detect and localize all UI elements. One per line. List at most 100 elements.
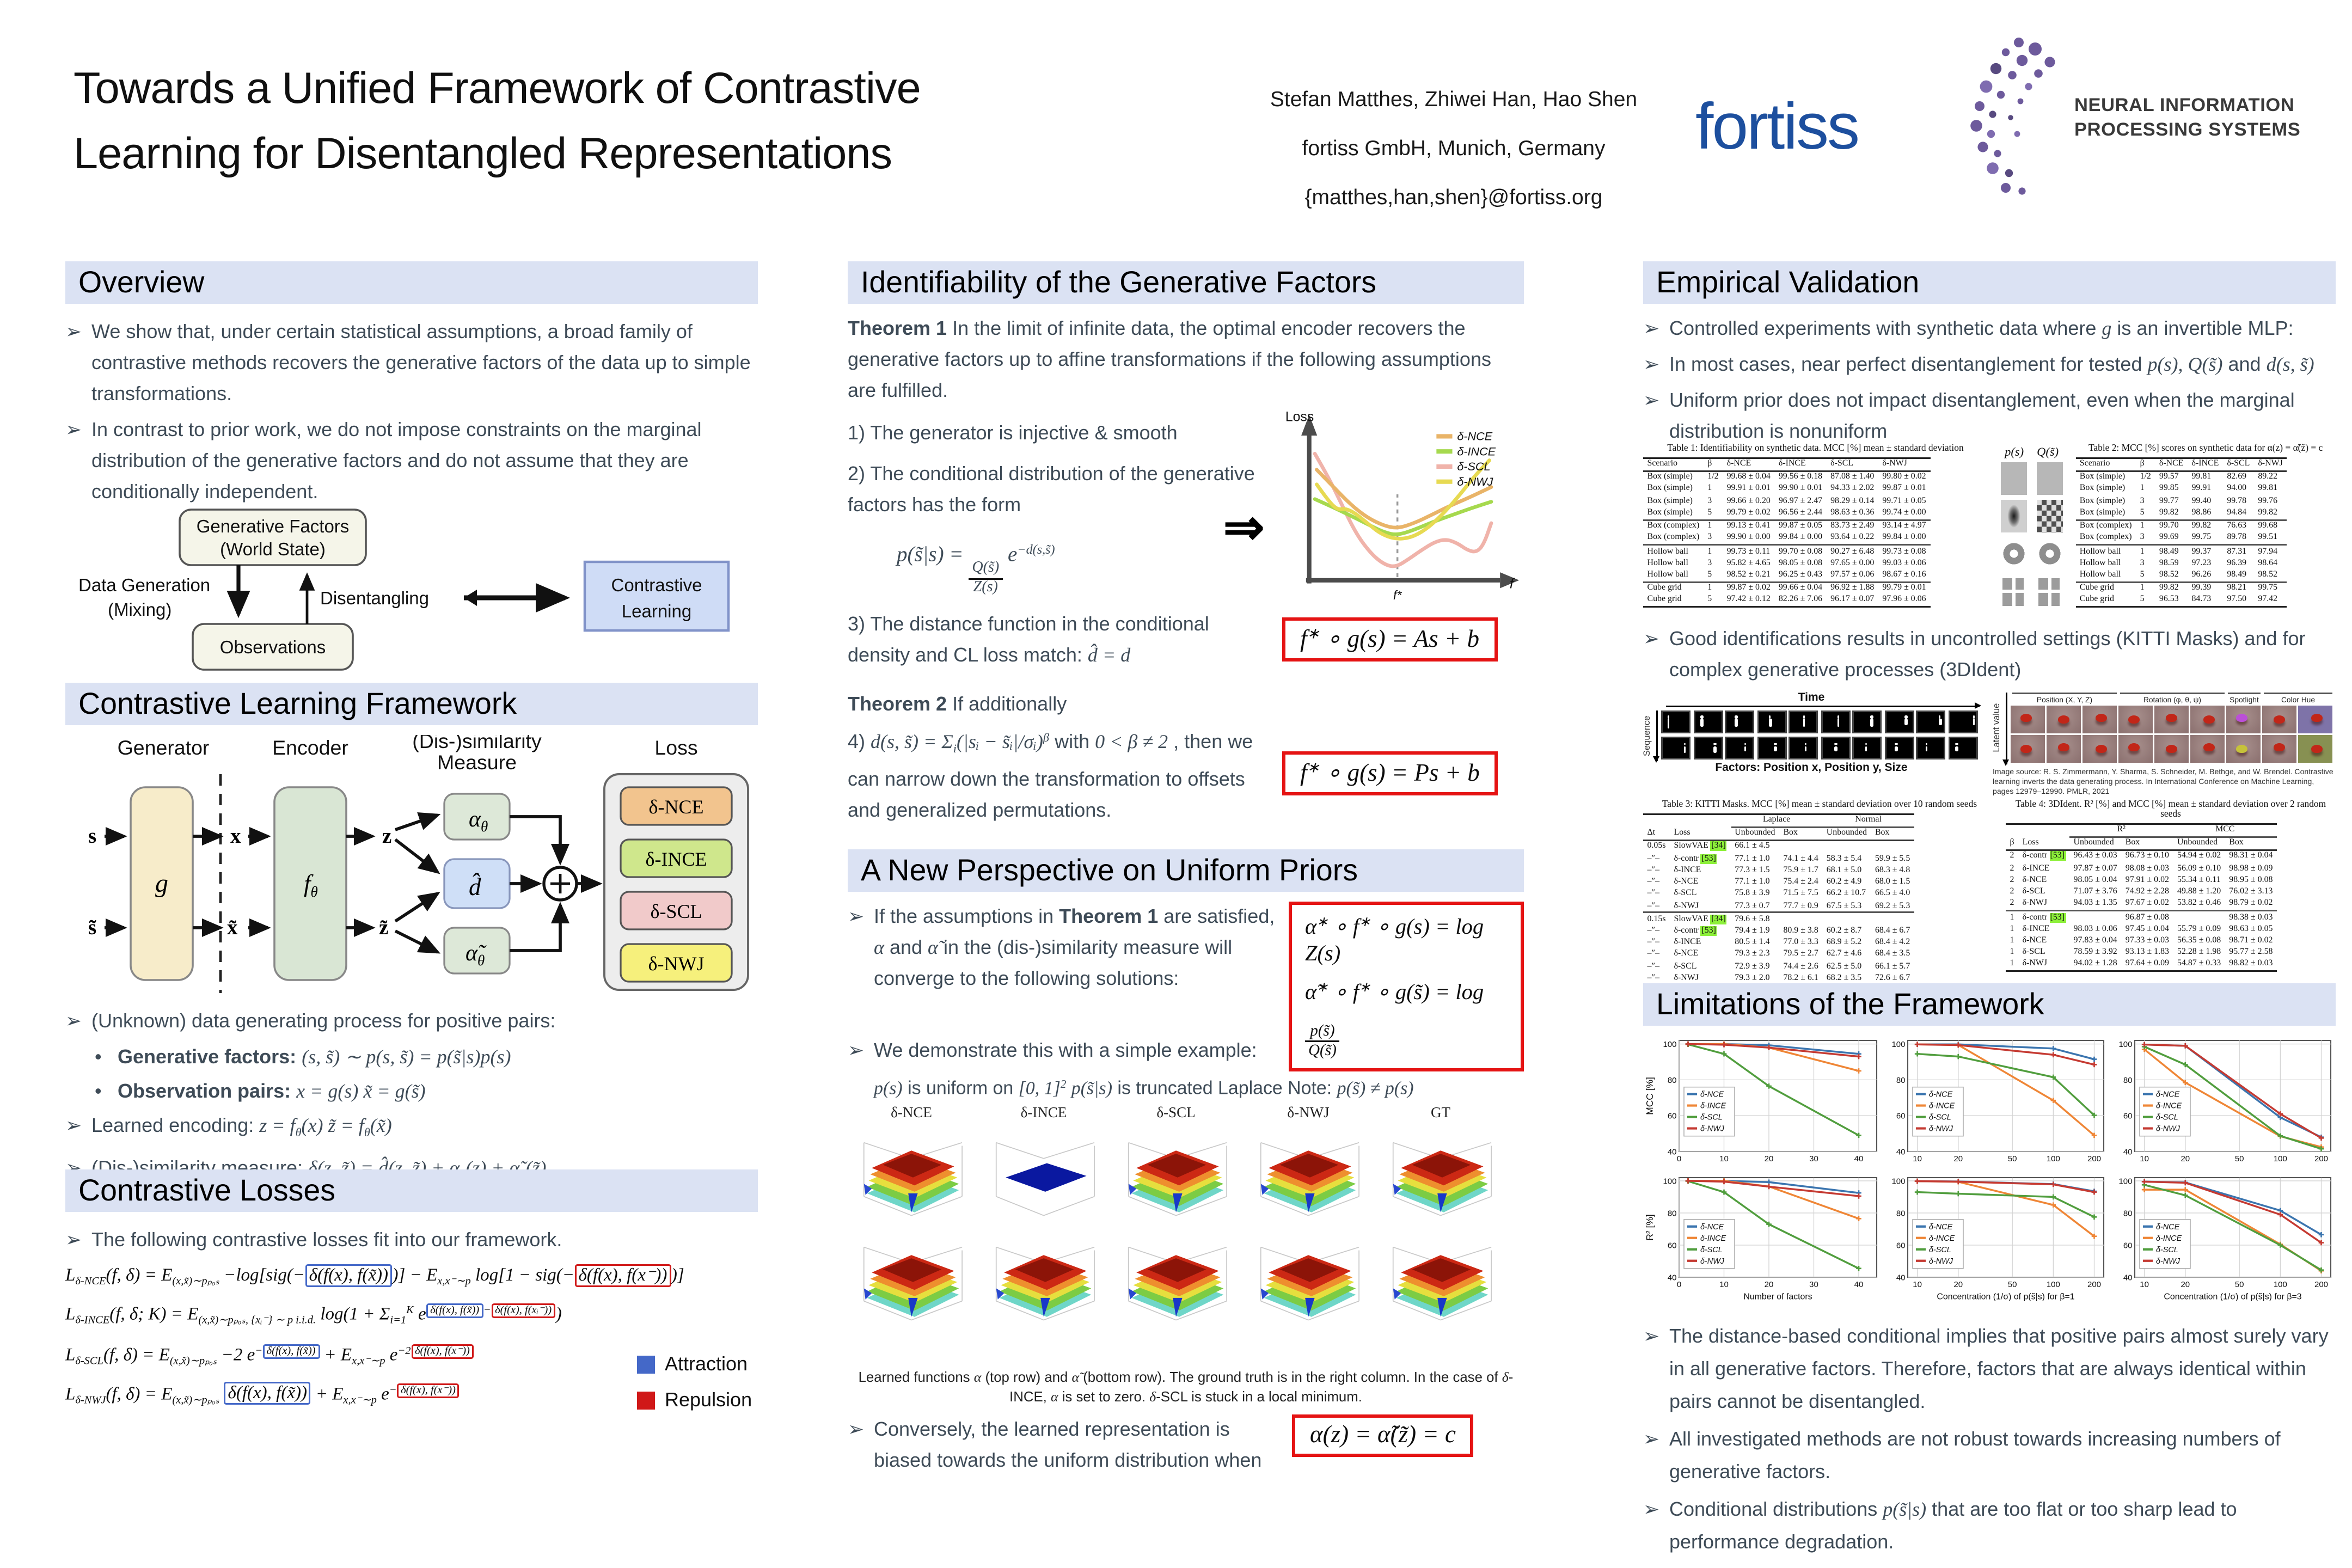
table-cell: 94.00 bbox=[2227, 484, 2247, 494]
table-header: Box bbox=[2121, 836, 2173, 851]
svg-text:R² [%]: R² [%] bbox=[1644, 1214, 1655, 1240]
table-row: 1 δ-contr [53] 96.87 ± 0.08 98.38 ± 0.03 bbox=[2006, 910, 2277, 924]
node-d-hat: d̂ bbox=[469, 873, 481, 901]
neurips-swirl-icon bbox=[1970, 38, 2055, 195]
table-cell: 97.23 bbox=[2191, 558, 2212, 568]
math-fragment: g bbox=[2102, 317, 2112, 340]
table-cell: 99.40 bbox=[2191, 495, 2212, 506]
svg-text:δ-INCE: δ-INCE bbox=[2156, 1234, 2182, 1243]
math-fragment: α̃ bbox=[928, 936, 938, 959]
math-fragment: p(s̃|s) bbox=[1883, 1498, 1927, 1521]
math-fragment bbox=[219, 1384, 224, 1404]
teapot-icon bbox=[2203, 714, 2215, 723]
table-cell: Cube grid bbox=[1647, 595, 1682, 605]
table-cell: Hollow ball bbox=[1647, 570, 1689, 580]
svg-text:f: f bbox=[1510, 575, 1515, 591]
sequence-label: Sequence bbox=[1643, 715, 1653, 756]
sequence-arrow-icon bbox=[1652, 710, 1659, 763]
table-cell: 98.52 bbox=[2258, 570, 2278, 580]
table-cell: 99.70 ± 0.08 bbox=[1774, 544, 1827, 558]
table-cell: Box (simple) bbox=[1647, 495, 1693, 506]
svg-text:100: 100 bbox=[2118, 1040, 2132, 1049]
factor-group-labels: Position (X, Y, Z) Rotation (φ, θ, ψ) Spot… bbox=[2011, 693, 2334, 703]
table-cell: 66.1 ± 5.7 bbox=[1875, 961, 1910, 972]
ident-image bbox=[2262, 705, 2296, 733]
ident-image bbox=[2190, 734, 2225, 762]
svg-text:10: 10 bbox=[1719, 1280, 1729, 1289]
math-fragment: ∘ g(s) = log Z(s) bbox=[1305, 914, 1484, 965]
table-cell: δ-SCL bbox=[1674, 961, 1697, 972]
table-row: 2 δ-NWJ 94.03 ± 1.35 97.67 ± 0.02 53.82 ± 0.… bbox=[2006, 898, 2277, 911]
svg-text:60: 60 bbox=[1668, 1241, 1677, 1250]
svg-text:100: 100 bbox=[2274, 1280, 2287, 1289]
kitti-frame bbox=[1852, 736, 1882, 759]
diagram-label: Disentangling bbox=[320, 588, 429, 608]
table-cell: δ-SCL bbox=[2022, 947, 2045, 958]
svg-text:Loss: Loss bbox=[1285, 410, 1314, 425]
svg-text:30: 30 bbox=[1809, 1154, 1818, 1163]
table-cell: 68.9 ± 5.2 bbox=[1826, 938, 1862, 948]
table-cell: 96.25 ± 0.43 bbox=[1778, 570, 1823, 580]
table-cell: 68.4 ± 6.7 bbox=[1875, 926, 1910, 936]
table-cell: 95.77 ± 2.58 bbox=[2229, 947, 2273, 958]
table-cell: 77.7 ± 0.9 bbox=[1783, 901, 1818, 911]
data-table: R² MCC β Loss Unbounded Box Unbounded Box 2 δ-con… bbox=[2006, 822, 2277, 972]
table-cell: 58.3 ± 5.4 bbox=[1826, 853, 1862, 863]
svg-text:δ-NWJ: δ-NWJ bbox=[1929, 1257, 1953, 1266]
table-cell: 96.92 ± 1.88 bbox=[1826, 581, 1878, 595]
table-cell: 84.73 bbox=[2191, 595, 2212, 605]
table-cell: Box (simple) bbox=[1647, 507, 1693, 518]
diagram-label: Generator bbox=[118, 736, 210, 759]
table-row: Box (simple) 1/2 99.68 ± 0.04 99.56 ± 0.18 8… bbox=[1643, 471, 1930, 483]
table-cell: 99.87 ± 0.05 bbox=[1774, 519, 1827, 532]
math-fragment: i bbox=[953, 741, 957, 756]
svg-text:Concentration (1/σ) of p(s̃|s): Concentration (1/σ) of p(s̃|s) for β=1 bbox=[1937, 1293, 2074, 1302]
math-fragment: δ(f(x), f(xᵢ⁻)) bbox=[491, 1304, 556, 1319]
ident-image bbox=[2226, 705, 2261, 733]
assumption-3: 3) The distance function in the conditio… bbox=[848, 613, 1209, 667]
table-cell: 87.08 ± 1.40 bbox=[1830, 472, 1875, 482]
svg-text:200: 200 bbox=[2314, 1280, 2328, 1289]
ident-row bbox=[2011, 734, 2334, 762]
table-cell: 99.56 ± 0.18 bbox=[1778, 472, 1823, 482]
table-cell: Hollow ball bbox=[2079, 570, 2121, 580]
svg-text:0: 0 bbox=[1677, 1280, 1681, 1289]
surface-column-labels: δ-NCE δ-INCE δ-SCL δ-NWJ GT bbox=[848, 1104, 1524, 1120]
table-cell: 97.50 bbox=[2227, 595, 2247, 605]
formula-delta-scl: Lδ-SCL(f, δ) = E(x,x̃)∼pₚₒₛ −2 e− δ(f(x),… bbox=[65, 1343, 758, 1367]
math-fragment: − bbox=[483, 1306, 491, 1318]
math-fragment: e bbox=[413, 1305, 426, 1325]
math-fragment: δ-NWJ bbox=[75, 1394, 106, 1406]
table-cell: Hollow ball bbox=[1643, 544, 1704, 558]
table-cell: 96.97 ± 2.47 bbox=[1778, 495, 1823, 506]
svg-text:δ-INCE: δ-INCE bbox=[2156, 1102, 2182, 1111]
math-fragment: x,x⁻∼p bbox=[437, 1276, 471, 1288]
math-fragment: (x̃) bbox=[370, 1114, 392, 1137]
table-row: 1 δ-NWJ 94.02 ± 1.28 97.64 ± 0.09 54.87 ± 0.… bbox=[2006, 959, 2277, 971]
table-cell: –″– bbox=[1647, 950, 1660, 960]
table-cell: 99.75 bbox=[2253, 581, 2287, 595]
table-cell: 72.9 ± 3.9 bbox=[1735, 961, 1770, 972]
math-fragment: f bbox=[1300, 761, 1307, 787]
table-cell: 97.42 ± 0.12 bbox=[1726, 595, 1771, 605]
table-cell: 99.82 bbox=[2155, 581, 2188, 595]
math-fragment: α̃ bbox=[1071, 1369, 1080, 1385]
math-fragment: ∗ bbox=[1359, 915, 1371, 929]
table-header: δ-NWJ bbox=[1878, 457, 1931, 472]
table-cell: 99.76 bbox=[2258, 495, 2278, 506]
node-s-tilde: s̃ bbox=[88, 916, 96, 939]
table-cell: δ-NWJ bbox=[1674, 973, 1699, 983]
table-cell: Hollow ball bbox=[2075, 544, 2136, 558]
svg-text:100: 100 bbox=[2118, 1177, 2132, 1186]
repulsion-swatch bbox=[637, 1391, 655, 1409]
svg-text:δ-SCL: δ-SCL bbox=[1929, 1246, 1951, 1254]
math-fragment: ∗ bbox=[1307, 627, 1320, 644]
svg-text:20: 20 bbox=[2180, 1280, 2190, 1289]
line-chart-4: 40 60 80 100 10 20 50 100 200 δ-NCE δ-INCE δ-SCL δ-N… bbox=[1891, 1177, 2105, 1302]
bullet-icon: ➢ bbox=[1643, 1498, 1660, 1521]
attraction-repulsion-legend: Attraction Repulsion bbox=[637, 1352, 752, 1421]
table-row: –″– δ-contr [53] 79.4 ± 1.9 80.9 ± 3.8 60.2 … bbox=[1643, 926, 1914, 938]
math-fragment: L bbox=[65, 1266, 76, 1285]
math-fragment: Q(s̃) bbox=[969, 560, 1003, 580]
table-cell: 1 bbox=[2010, 959, 2014, 970]
